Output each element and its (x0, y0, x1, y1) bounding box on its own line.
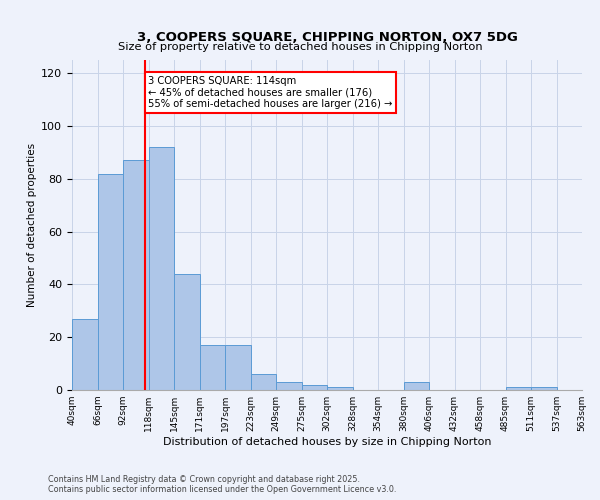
Bar (531, 388, 557, 390)
Text: Size of property relative to detached houses in Chipping Norton: Size of property relative to detached ho… (118, 42, 482, 52)
Bar (302, 384, 327, 390)
Bar (72, 318, 97, 390)
Title: 3, COOPERS SQUARE, CHIPPING NORTON, OX7 5DG: 3, COOPERS SQUARE, CHIPPING NORTON, OX7 … (137, 30, 517, 44)
Bar (505, 388, 531, 390)
Text: 3 COOPERS SQUARE: 114sqm
← 45% of detached houses are smaller (176)
55% of semi-: 3 COOPERS SQUARE: 114sqm ← 45% of detach… (148, 76, 393, 109)
Bar (327, 388, 353, 390)
Bar (174, 274, 199, 390)
Bar (123, 160, 149, 390)
Bar (276, 382, 302, 390)
Bar (97, 174, 123, 390)
Bar (149, 147, 174, 390)
Bar (199, 345, 225, 390)
Bar (225, 345, 251, 390)
Text: Contains HM Land Registry data © Crown copyright and database right 2025.
Contai: Contains HM Land Registry data © Crown c… (48, 474, 397, 494)
Y-axis label: Number of detached properties: Number of detached properties (27, 143, 37, 307)
Bar (404, 382, 429, 390)
X-axis label: Distribution of detached houses by size in Chipping Norton: Distribution of detached houses by size … (163, 437, 491, 447)
Bar (251, 374, 276, 390)
